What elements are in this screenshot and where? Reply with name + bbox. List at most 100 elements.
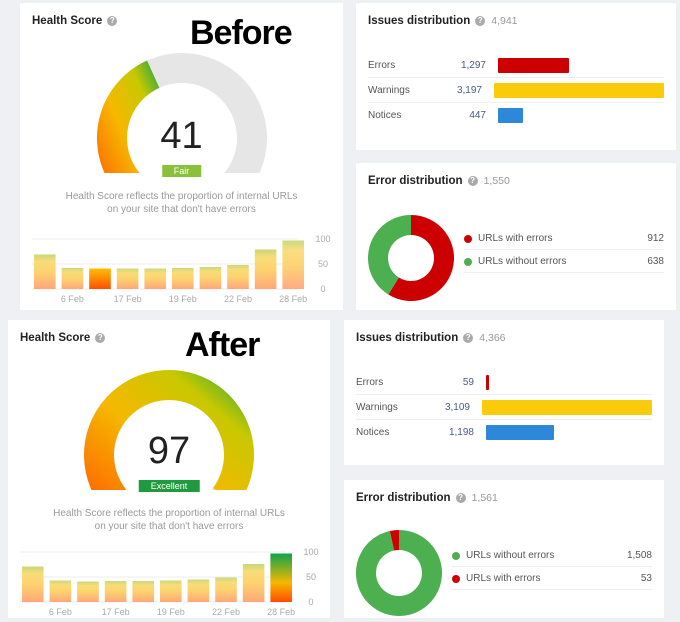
y-tick-label: 100 <box>315 234 330 244</box>
issue-count: 447 <box>469 110 486 121</box>
y-tick-label: 0 <box>308 597 313 607</box>
history-bar <box>22 566 44 602</box>
health-score-value: 41 <box>160 115 203 157</box>
x-tick-label: 22 Feb <box>212 607 240 617</box>
health-score-title: Health Score? <box>32 15 118 27</box>
donut-segment <box>389 530 399 551</box>
health-gauge <box>96 53 267 173</box>
history-bar <box>49 580 72 602</box>
issue-label: Errors <box>356 376 384 388</box>
x-tick-label: 19 Feb <box>169 294 197 304</box>
history-bar <box>282 240 304 289</box>
issues-title: Issues distribution? 4,941 <box>368 15 518 27</box>
health-gauge <box>84 370 254 490</box>
issue-bar <box>486 425 554 440</box>
history-bar <box>132 581 154 602</box>
issue-bar <box>493 82 664 98</box>
issue-row[interactable]: Errors 1,297 <box>368 53 664 78</box>
issues-total: 4,941 <box>491 15 518 27</box>
issue-row[interactable]: Notices 1,198 <box>356 420 652 445</box>
issue-bar <box>481 399 652 415</box>
legend-item[interactable]: URLs with errors 53 <box>452 568 652 590</box>
error-donut <box>356 530 442 616</box>
help-icon[interactable]: ? <box>95 333 106 343</box>
issue-count: 59 <box>462 376 474 388</box>
issue-bar <box>498 57 570 73</box>
gauge-fill <box>96 60 159 173</box>
issue-label: Warnings <box>356 401 398 413</box>
x-tick-label: 6 Feb <box>61 294 84 304</box>
grade-badge: Fair <box>161 165 202 177</box>
card-title: Health Score <box>32 15 103 27</box>
history-bar <box>172 268 194 289</box>
legend-item[interactable]: URLs with errors 912 <box>464 228 664 250</box>
error-distribution-card: Error distribution? 1,561 URLs without err… <box>344 480 664 618</box>
health-history-chart: 100 50 0 6 Feb 17 Feb 19 Feb 22 Feb 28 Feb <box>20 547 319 617</box>
issue-row[interactable]: Warnings 3,197 <box>368 78 664 103</box>
issue-bar <box>498 108 523 123</box>
section-label: Before <box>190 14 293 52</box>
help-icon[interactable]: ? <box>107 16 118 26</box>
issue-row[interactable]: Warnings 3,109 <box>356 395 652 420</box>
error-distribution-card: Error distribution? 1,550 URLs with errors… <box>356 163 676 310</box>
legend-value: 638 <box>647 256 664 267</box>
legend-label: URLs without errors <box>466 550 555 561</box>
history-bar <box>89 268 111 289</box>
history-bar <box>61 268 84 289</box>
issue-row[interactable]: Errors 59 <box>356 370 652 395</box>
legend-label: URLs with errors <box>466 573 541 584</box>
help-icon[interactable]: ? <box>463 333 474 343</box>
card-title: Issues distribution <box>356 332 459 344</box>
history-bar <box>144 268 166 289</box>
y-tick-label: 50 <box>318 259 328 269</box>
legend-item[interactable]: URLs without errors 1,508 <box>452 545 652 567</box>
legend-value: 1,508 <box>626 550 652 561</box>
y-tick-label: 0 <box>320 284 325 294</box>
history-bar <box>104 581 127 602</box>
help-icon[interactable]: ? <box>475 16 486 26</box>
health-score-card: Health Score? 41 Fair Health Score reflects… <box>20 3 343 310</box>
x-tick-label: 22 Feb <box>224 294 252 304</box>
donut-segment <box>368 215 411 295</box>
error-donut <box>368 215 454 301</box>
x-tick-label: 19 Feb <box>157 607 185 617</box>
x-tick-label: 28 Feb <box>279 294 307 304</box>
legend-value: 912 <box>647 233 664 244</box>
errors-total: 1,550 <box>483 175 510 187</box>
issue-label: Notices <box>368 110 402 121</box>
error-title: Error distribution? 1,550 <box>368 175 510 187</box>
history-bar <box>160 580 182 602</box>
legend-dot <box>452 551 460 560</box>
history-bar <box>77 581 99 602</box>
help-icon[interactable]: ? <box>467 176 478 186</box>
y-tick-label: 100 <box>303 547 318 557</box>
issues-distribution-card: Issues distribution? 4,366 Errors 59 Warning… <box>344 320 664 465</box>
issue-label: Errors <box>368 59 396 71</box>
legend-dot <box>464 234 472 243</box>
card-title: Error distribution <box>356 492 451 504</box>
donut-segment <box>356 530 442 616</box>
gauge-fill <box>84 370 254 490</box>
card-title: Health Score <box>20 332 91 344</box>
issues-total: 4,366 <box>479 332 506 344</box>
issue-row[interactable]: Notices 447 <box>368 103 664 128</box>
health-score-card: Health Score? 97 Excellent Health Score ref… <box>8 320 330 618</box>
help-icon[interactable]: ? <box>455 493 466 503</box>
legend-item[interactable]: URLs without errors 638 <box>464 251 664 273</box>
health-score-description: Health Score reflects the proportion of … <box>65 191 298 215</box>
legend-label: URLs with errors <box>478 233 553 244</box>
history-bar <box>227 265 249 289</box>
issue-count: 1,198 <box>448 427 474 438</box>
issues-distribution-card: Issues distribution? 4,941 Errors 1,297 Warn… <box>356 3 676 150</box>
issue-label: Notices <box>356 427 390 438</box>
x-tick-label: 28 Feb <box>267 607 295 617</box>
card-title: Error distribution <box>368 175 463 187</box>
legend-label: URLs without errors <box>478 256 567 267</box>
history-bar <box>187 579 210 602</box>
history-bar <box>254 249 277 289</box>
legend-value: 53 <box>640 573 652 584</box>
issue-label: Warnings <box>368 84 410 96</box>
issues-title: Issues distribution? 4,366 <box>356 332 506 344</box>
legend-dot <box>464 257 472 266</box>
legend-dot <box>452 574 460 583</box>
